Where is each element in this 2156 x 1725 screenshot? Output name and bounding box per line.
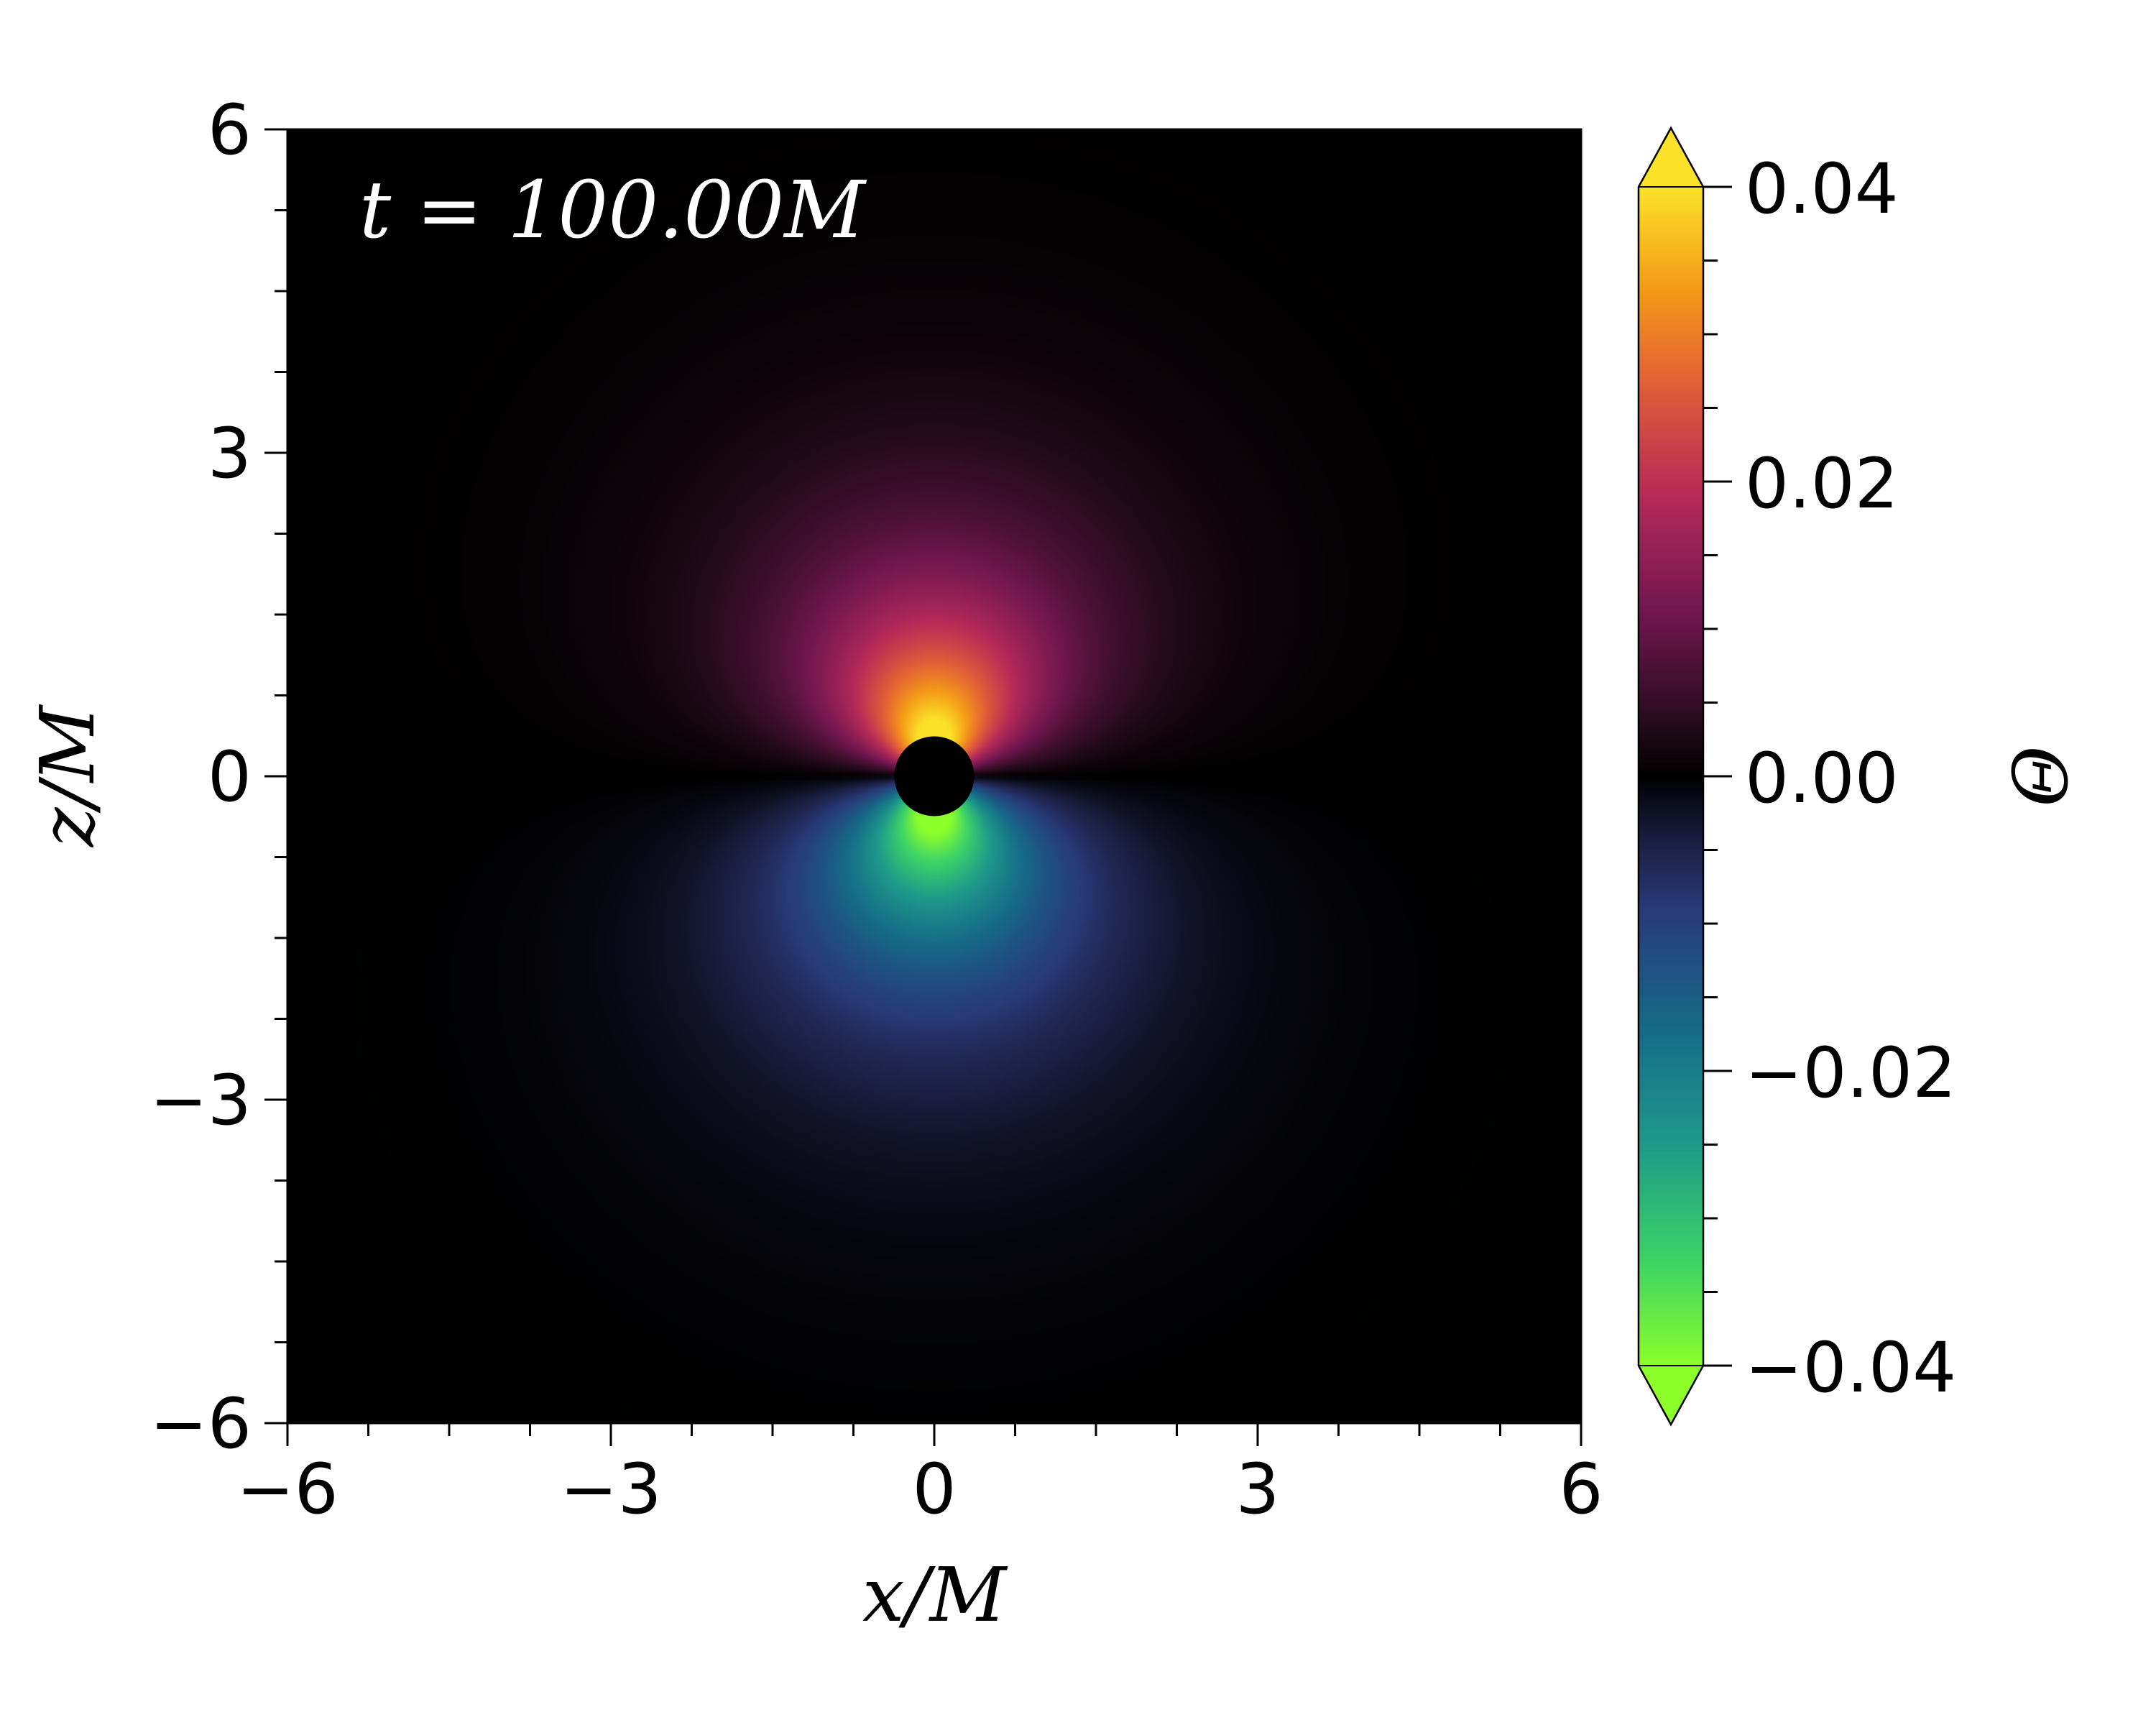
colorbar-extend-top xyxy=(1637,126,1705,188)
y-axis: −6 −3 0 3 6 xyxy=(149,90,287,1464)
x-tick-label: −3 xyxy=(560,1449,662,1530)
y-tick-label: 3 xyxy=(208,413,252,494)
colorbar-gradient xyxy=(1639,187,1703,1366)
time-annotation: t = 100.00M xyxy=(359,164,867,256)
colorbar-tick-label: 0.00 xyxy=(1745,738,1899,819)
x-tick-label: −6 xyxy=(236,1449,338,1530)
colorbar-tick-label: −0.04 xyxy=(1745,1328,1956,1408)
y-axis-label: z/M xyxy=(24,704,111,848)
colorbar-extend-bottom xyxy=(1637,1365,1705,1427)
colorbar-tick-label: −0.02 xyxy=(1745,1033,1956,1113)
y-tick-label: 6 xyxy=(208,90,252,170)
colorbar-tick-label: 0.04 xyxy=(1745,149,1899,229)
x-axis-label: x/M xyxy=(862,1551,1008,1639)
y-tick-label: −6 xyxy=(149,1384,252,1464)
colorbar-label: Θ xyxy=(1994,745,2082,806)
y-tick-label: 0 xyxy=(208,737,252,817)
y-tick-label: −3 xyxy=(149,1060,252,1141)
colorbar-tick-label: 0.02 xyxy=(1745,443,1899,524)
x-axis: −6 −3 0 3 6 xyxy=(236,1423,1603,1530)
black-hole-horizon xyxy=(894,736,975,816)
colorbar: 0.04 0.02 0.00 −0.02 −0.04 Θ xyxy=(1637,126,2082,1427)
x-tick-label: 0 xyxy=(912,1449,956,1530)
x-tick-label: 3 xyxy=(1235,1449,1279,1530)
plot-area xyxy=(286,128,1583,1425)
colorbar-ticks: 0.04 0.02 0.00 −0.02 −0.04 xyxy=(1703,149,1956,1408)
x-tick-label: 6 xyxy=(1559,1449,1603,1530)
